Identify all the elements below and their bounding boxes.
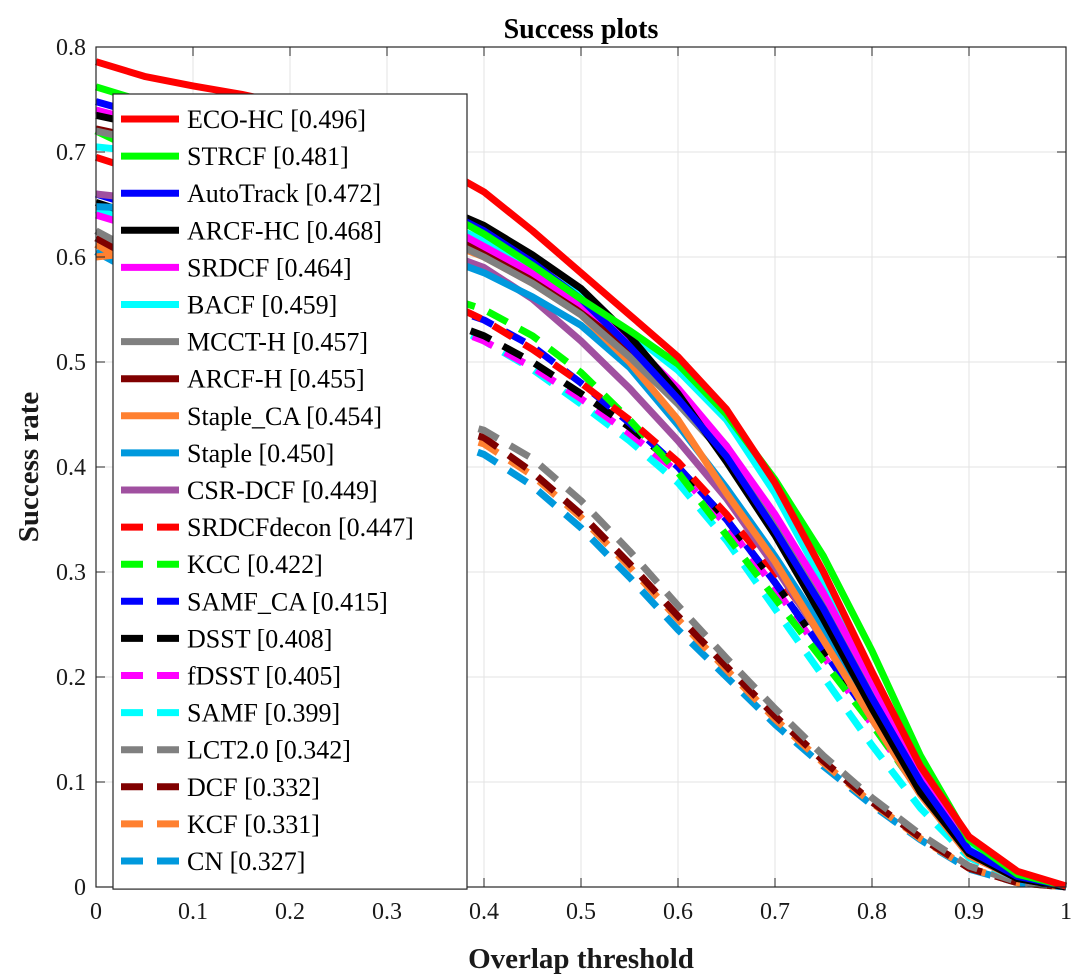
x-tick-label: 0.8 <box>857 899 887 925</box>
legend-entry-label: CSR-DCF [0.449] <box>187 476 378 505</box>
legend: ECO-HC [0.496] STRCF [0.481] AutoTrack [0.… <box>112 93 468 890</box>
x-tick-label: 0.1 <box>178 899 208 925</box>
x-tick-label: 0.9 <box>954 899 984 925</box>
x-axis-label: Overlap threshold <box>468 943 694 975</box>
tick-layer: 0 0.1 0.2 0.3 0.4 0.5 0.6 0.7 0.8 0.9 1 0 0.1 0.2 0.3 0… <box>56 35 1072 925</box>
legend-entry-label: MCCT-H [0.457] <box>187 328 368 357</box>
legend-entry-label: SRDCF [0.464] <box>187 253 352 282</box>
legend-entry-label: SRDCFdecon [0.447] <box>187 513 414 542</box>
y-tick-label: 0 <box>74 875 86 901</box>
legend-entry-label: SAMF [0.399] <box>187 699 340 728</box>
series-line-16 <box>94 206 1067 891</box>
x-tick-label: 1 <box>1060 899 1072 925</box>
x-tick-label: 0.3 <box>372 899 402 925</box>
y-tick-label: 0.5 <box>56 350 86 376</box>
legend-entry-label: STRCF [0.481] <box>187 142 349 171</box>
legend-entry-label: SAMF_CA [0.415] <box>187 587 388 616</box>
y-tick-label: 0.1 <box>56 770 86 796</box>
legend-entry-label: DCF [0.332] <box>187 773 320 802</box>
y-tick-label: 0.7 <box>56 140 86 166</box>
x-tick-label: 0.4 <box>469 899 499 925</box>
legend-entry-label: Staple_CA [0.454] <box>187 402 382 431</box>
legend-entry-label: ARCF-HC [0.468] <box>187 216 382 245</box>
x-tick-label: 0.2 <box>275 899 305 925</box>
y-tick-label: 0.4 <box>56 455 86 481</box>
legend-entry-label: Staple [0.450] <box>187 439 334 468</box>
y-tick-label: 0.2 <box>56 665 86 691</box>
legend-entry-label: ARCF-H [0.455] <box>187 365 365 394</box>
y-tick-label: 0.6 <box>56 245 86 271</box>
legend-entry-label: BACF [0.459] <box>187 291 337 320</box>
legend-entry-label: AutoTrack [0.472] <box>187 179 381 208</box>
legend-entry-label: DSST [0.408] <box>187 624 332 653</box>
y-tick-label: 0.3 <box>56 560 86 586</box>
legend-entry-label: KCC [0.422] <box>187 550 323 579</box>
y-tick-label: 0.8 <box>56 35 86 61</box>
x-tick-label: 0 <box>90 899 102 925</box>
chart-title: Success plots <box>504 14 659 45</box>
x-tick-label: 0.5 <box>566 899 596 925</box>
legend-entry-label: CN [0.327] <box>187 847 305 876</box>
legend-entry-label: fDSST [0.405] <box>187 662 341 691</box>
legend-entry-label: LCT2.0 [0.342] <box>187 736 351 765</box>
legend-entry-label: ECO-HC [0.496] <box>187 105 366 134</box>
x-tick-label: 0.7 <box>760 899 790 925</box>
legend-entry-label: KCF [0.331] <box>187 810 320 839</box>
x-tick-label: 0.6 <box>663 899 693 925</box>
y-axis-label: Success rate <box>13 392 45 543</box>
